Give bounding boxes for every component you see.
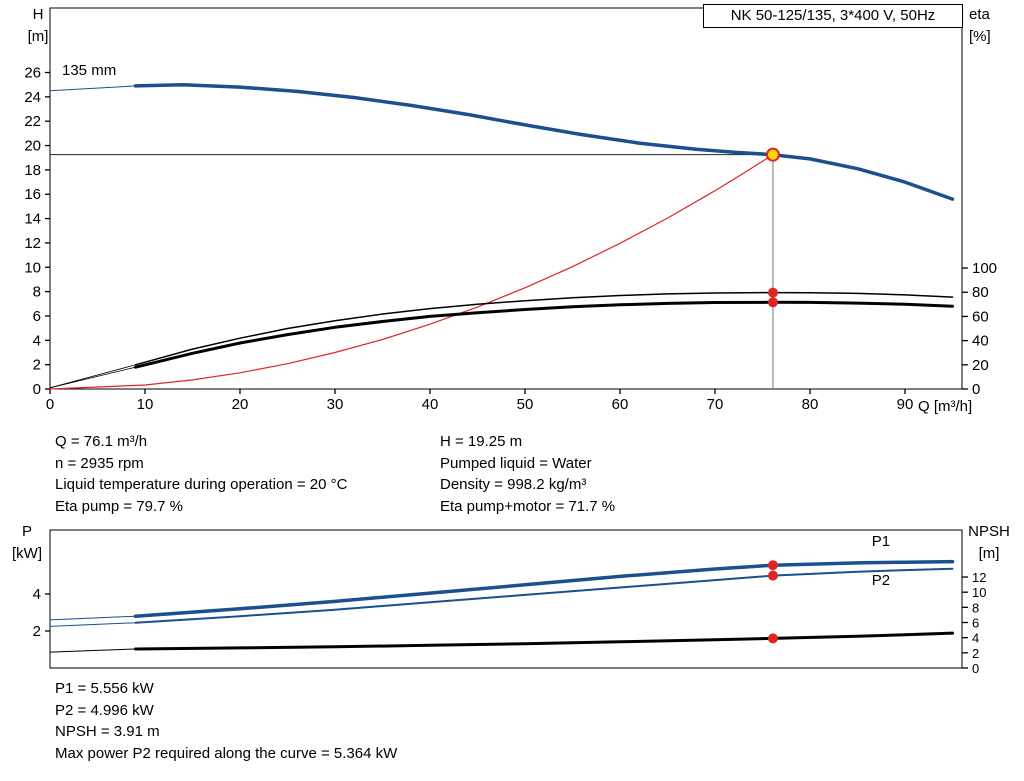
y-right-tick-label: 20 bbox=[972, 357, 989, 374]
p1-curve bbox=[133, 559, 955, 618]
info-pumped-liquid: Pumped liquid = Water bbox=[440, 454, 592, 472]
head-curve-135mm bbox=[133, 82, 955, 201]
y-left-tick-label: 8 bbox=[33, 284, 41, 301]
y-left-tick-label: 4 bbox=[33, 586, 41, 603]
y-left-tick-label: 22 bbox=[24, 113, 41, 130]
info-npsh: NPSH = 3.91 m bbox=[55, 723, 160, 740]
y-right-tick-label: 2 bbox=[972, 646, 979, 661]
operating-point[interactable] bbox=[765, 147, 780, 162]
y-left-tick-label: 10 bbox=[24, 259, 41, 276]
y-right-tick-label: 60 bbox=[972, 308, 989, 325]
y-right-tick-label: 12 bbox=[972, 570, 986, 585]
p-axis-name: P bbox=[21, 523, 32, 540]
info-eta-pump-motor: Eta pump+motor = 71.7 % bbox=[440, 497, 616, 515]
npsh-leadin bbox=[49, 648, 136, 653]
y-left-tick-label: 26 bbox=[24, 65, 41, 82]
p1-point bbox=[767, 560, 778, 571]
duty-curve bbox=[49, 154, 774, 390]
duty-info-right: H = 19.25 m Pumped liquid = Water Densit… bbox=[440, 431, 615, 517]
y-right-tick-label: 6 bbox=[972, 616, 979, 631]
p1-curve-label: P1 bbox=[872, 533, 890, 550]
h-axis-label: H [m] bbox=[20, 4, 56, 48]
p-axis-label: P [kW] bbox=[6, 521, 48, 565]
plot-frame bbox=[49, 7, 963, 390]
info-speed: n = 2935 rpm bbox=[55, 454, 144, 472]
y-right-tick-label: 4 bbox=[972, 631, 979, 646]
y-left-tick-label: 2 bbox=[33, 623, 41, 640]
duty-info-left: Q = 76.1 m³/h n = 2935 rpm Liquid temper… bbox=[55, 431, 347, 517]
y-right-tick-label: 40 bbox=[972, 333, 989, 350]
npsh-curve bbox=[134, 631, 954, 651]
x-tick-label: 70 bbox=[707, 396, 724, 413]
pump-title: NK 50-125/135, 3*400 V, 50Hz bbox=[703, 4, 963, 28]
npsh-axis-unit: [m] bbox=[978, 545, 1000, 562]
x-tick-label: 0 bbox=[46, 396, 54, 413]
y-right-tick-label: 0 bbox=[972, 661, 979, 676]
y-right-tick-label: 8 bbox=[972, 600, 979, 615]
x-tick-label: 30 bbox=[327, 396, 344, 413]
y-right-tick-label: 80 bbox=[972, 284, 989, 301]
x-tick-label: 80 bbox=[802, 396, 819, 413]
info-eta-pump: Eta pump = 79.7 % bbox=[55, 497, 183, 515]
info-density: Density = 998.2 kg/m³ bbox=[440, 476, 587, 493]
y-left-tick-label: 14 bbox=[24, 211, 41, 228]
p1-leadin bbox=[49, 615, 136, 621]
npsh-axis-name: NPSH bbox=[968, 523, 1010, 540]
y-left-tick-label: 0 bbox=[33, 381, 41, 398]
info-liquid-temperature: Liquid temperature during operation = 20… bbox=[55, 476, 348, 493]
eta-axis-unit: [%] bbox=[969, 28, 991, 45]
eta-axis-name: eta bbox=[969, 6, 990, 23]
npsh-axis-label: NPSH [m] bbox=[961, 521, 1017, 565]
eta-pump-motor-leadin bbox=[49, 366, 136, 389]
x-tick-label: 40 bbox=[422, 396, 439, 413]
y-left-tick-label: 18 bbox=[24, 162, 41, 179]
impeller-size-label: 135 mm bbox=[62, 62, 117, 79]
y-left-tick-label: 16 bbox=[24, 186, 41, 203]
info-max-p2: Max power P2 required along the curve = … bbox=[55, 744, 398, 762]
npsh-point bbox=[767, 633, 778, 644]
eta-pump-point bbox=[767, 287, 778, 298]
y-left-tick-label: 2 bbox=[33, 357, 41, 374]
p2-curve-label: P2 bbox=[872, 572, 890, 589]
p2-curve bbox=[134, 567, 954, 624]
eta-axis-label: eta [%] bbox=[969, 4, 1013, 48]
y-left-tick-label: 24 bbox=[24, 89, 41, 106]
x-tick-label: 10 bbox=[137, 396, 154, 413]
info-p2: P2 = 4.996 kW bbox=[55, 701, 154, 719]
x-tick-label: 90 bbox=[897, 396, 914, 413]
y-left-tick-label: 6 bbox=[33, 308, 41, 325]
head-curve-leadin bbox=[49, 85, 136, 92]
y-right-tick-label: 10 bbox=[972, 585, 986, 600]
p-axis-unit: [kW] bbox=[12, 545, 42, 562]
y-left-tick-label: 12 bbox=[24, 235, 41, 252]
eta-pump-curve bbox=[134, 291, 954, 366]
eta-pump-motor-curve bbox=[134, 300, 954, 369]
p2-point bbox=[767, 570, 778, 581]
plot-frame bbox=[49, 529, 963, 669]
p2-leadin bbox=[49, 622, 136, 627]
y-left-tick-label: 4 bbox=[33, 332, 41, 349]
h-axis-name: H bbox=[32, 6, 44, 23]
info-p1: P1 = 5.556 kW bbox=[55, 680, 154, 697]
power-info: P1 = 5.556 kW P2 = 4.996 kW NPSH = 3.91 … bbox=[55, 678, 397, 764]
y-left-tick-label: 20 bbox=[24, 138, 41, 155]
eta-pump-motor-point bbox=[767, 297, 778, 308]
q-axis-label: Q [m³/h] bbox=[918, 398, 973, 415]
info-flow: Q = 76.1 m³/h bbox=[55, 433, 148, 450]
y-right-tick-label: 100 bbox=[972, 260, 997, 277]
x-tick-label: 60 bbox=[612, 396, 629, 413]
h-axis-unit: [m] bbox=[27, 28, 49, 45]
y-right-tick-label: 0 bbox=[972, 381, 980, 398]
x-tick-label: 50 bbox=[517, 396, 534, 413]
info-head: H = 19.25 m bbox=[440, 433, 523, 450]
x-tick-label: 20 bbox=[232, 396, 249, 413]
